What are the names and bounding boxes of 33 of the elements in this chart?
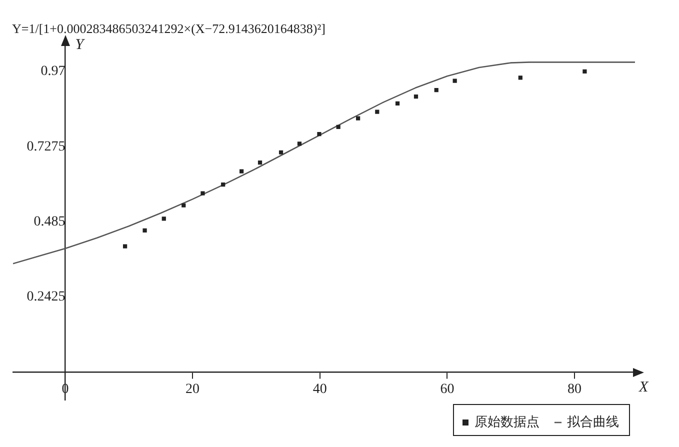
y-tick-label: 0.7275 <box>26 139 66 154</box>
x-tick-label: 80 <box>568 382 582 398</box>
point <box>258 160 262 165</box>
y-axis-title: Y <box>75 37 86 54</box>
x-tick-label: 20 <box>186 382 200 398</box>
point <box>240 169 244 174</box>
point <box>221 182 226 187</box>
point <box>452 78 457 83</box>
x-axis-title: X <box>638 380 649 396</box>
point <box>142 228 147 233</box>
point <box>395 101 400 106</box>
point <box>356 116 360 120</box>
point <box>182 203 186 208</box>
point <box>317 132 322 136</box>
x-tick-label: 40 <box>312 382 327 398</box>
point <box>582 69 587 74</box>
point <box>162 216 166 221</box>
point <box>518 76 522 80</box>
legend-label: 原始数据点 <box>474 414 540 430</box>
chart-title: Y=1/[1+0.000283486503241292×(X−72.9143620164838)²] <box>12 21 326 36</box>
y-tick-label: 0.97 <box>40 64 66 80</box>
y-tick-label: 0.485 <box>34 214 66 230</box>
point <box>278 150 284 154</box>
x-tick-label: 60 <box>440 382 454 398</box>
point <box>414 94 418 99</box>
y-tick-label: 0.2425 <box>26 290 66 305</box>
point <box>122 244 128 248</box>
legend-label: 拟合曲线 <box>567 414 619 430</box>
point <box>297 142 302 146</box>
point <box>200 191 205 196</box>
point <box>336 124 340 130</box>
point <box>375 110 380 114</box>
point <box>434 88 438 92</box>
